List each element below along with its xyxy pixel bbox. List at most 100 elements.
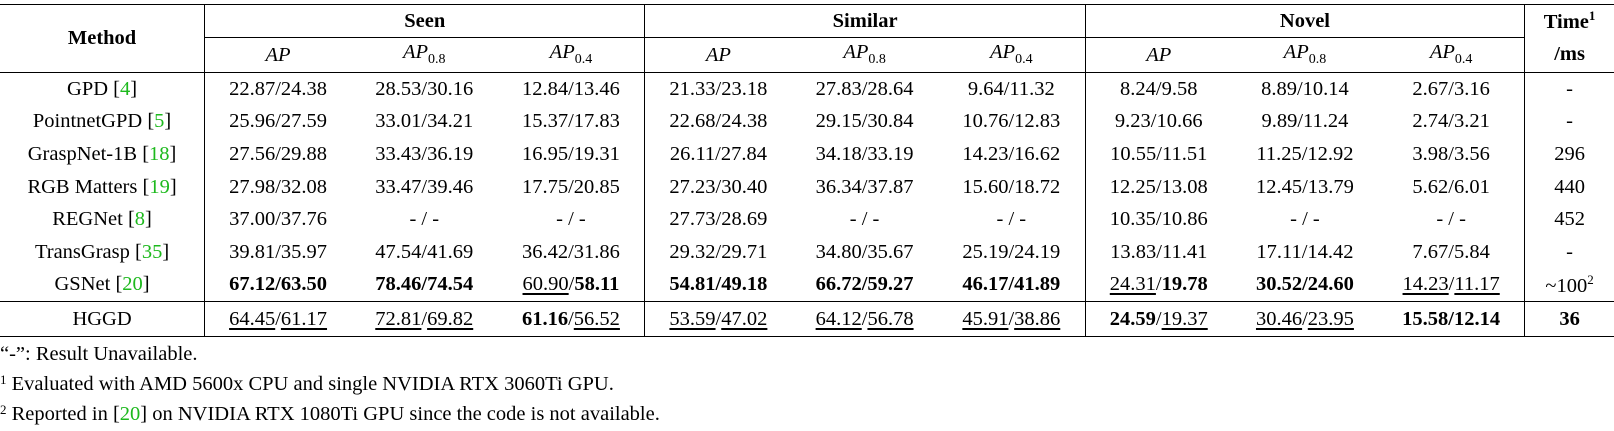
value-cell: 67.12/63.50 xyxy=(229,273,328,296)
value-cell: 5.62/6.01 xyxy=(1378,170,1526,204)
value-cell: 24.59/19.37 xyxy=(1085,301,1232,338)
value-cell: 61.16/56.52 xyxy=(497,301,646,338)
footnote-1: 1 Evaluated with AMD 5600x CPU and singl… xyxy=(0,372,614,395)
value-cell: 34.18/33.19 xyxy=(815,142,914,165)
table-row: GraspNet-1B [18] 27.56/29.88 33.43/36.19 16… xyxy=(0,138,1614,171)
value-cell: 46.17/41.89 xyxy=(937,268,1086,302)
value-cell: 25.19/24.19 xyxy=(937,235,1086,269)
method-cell: TransGrasp [35] xyxy=(0,235,206,269)
value-cell: 45.91/38.86 xyxy=(937,301,1086,338)
time-cell: 452 xyxy=(1554,208,1585,231)
value-cell: 53.59/47.02 xyxy=(644,301,792,338)
value-cell: - / - xyxy=(497,203,646,236)
value-cell: 11.25/12.92 xyxy=(1256,142,1354,165)
value-cell: 30.46/23.95 xyxy=(1231,301,1379,338)
value-cell: 17.75/20.85 xyxy=(497,170,646,204)
value-cell: - / - xyxy=(849,208,880,231)
time-cell: - xyxy=(1566,110,1573,133)
value-cell: 36.34/37.87 xyxy=(815,175,914,198)
value-cell: 3.98/3.56 xyxy=(1378,138,1526,171)
method-cell: GSNet [20] xyxy=(0,268,206,302)
time-cell: - xyxy=(1524,71,1614,106)
value-cell: 33.43/36.19 xyxy=(375,142,474,165)
value-cell: 14.23/11.17 xyxy=(1378,268,1526,302)
table-footnotes: “-”: Result Unavailable. 1 Evaluated wit… xyxy=(0,342,660,427)
method-cell: REGNet [8] xyxy=(0,203,206,236)
value-cell: 27.98/32.08 xyxy=(229,175,328,198)
value-cell: 33.47/39.46 xyxy=(375,175,474,198)
value-cell: 12.45/13.79 xyxy=(1255,175,1354,198)
time-cell: 36 xyxy=(1524,301,1614,338)
value-cell: 60.90/58.11 xyxy=(497,268,646,302)
subheader-ap08: AP0.8 xyxy=(843,41,886,68)
value-cell: 37.00/37.76 xyxy=(229,208,328,231)
value-cell: 8.89/10.14 xyxy=(1231,71,1379,106)
table-row: RGB Matters [19] 27.98/32.08 33.47/39.46 17… xyxy=(0,170,1614,204)
comparison-table: Method Seen Similar Novel Time1 AP AP0.8… xyxy=(0,4,1614,338)
table-row: REGNet [8] 37.00/37.76 - / - - / - 27.73/28.… xyxy=(0,203,1614,236)
value-cell: 10.76/12.83 xyxy=(937,105,1086,139)
value-cell: 29.15/30.84 xyxy=(815,110,914,133)
value-cell: 28.53/30.16 xyxy=(351,71,498,106)
value-cell: 24.31/19.78 xyxy=(1109,273,1208,296)
value-cell: 78.46/74.54 xyxy=(375,273,474,296)
subheader-ap04: AP0.4 xyxy=(937,37,1086,73)
value-cell: 12.25/13.08 xyxy=(1109,175,1208,198)
value-cell: 8.24/9.58 xyxy=(1085,71,1232,106)
value-cell: 30.52/24.60 xyxy=(1255,273,1354,296)
value-cell: 15.58/12.14 xyxy=(1378,301,1526,338)
subheader-ap: AP xyxy=(705,43,731,66)
col-header-time: Time1 xyxy=(1524,4,1614,38)
subheader-time-unit: /ms xyxy=(1554,43,1585,66)
method-cell: HGGD xyxy=(0,301,206,338)
value-cell: 25.96/27.59 xyxy=(229,110,328,133)
value-cell: 7.67/5.84 xyxy=(1378,235,1526,269)
col-header-similar: Similar xyxy=(644,4,1086,38)
value-cell: 22.68/24.38 xyxy=(669,110,768,133)
footnote-2: 2 Reported in [20] on NVIDIA RTX 1080Ti … xyxy=(0,402,660,425)
subheader-ap08: AP0.8 xyxy=(402,41,446,68)
value-cell: - / - xyxy=(1290,208,1320,231)
value-cell: 22.87/24.38 xyxy=(204,71,352,106)
subheader-ap04: AP0.4 xyxy=(1378,37,1526,73)
table-row-hggd: HGGD 64.45/61.17 72.81/69.82 61.16/56.52… xyxy=(0,301,1614,338)
value-cell: 15.37/17.83 xyxy=(497,105,646,139)
subheader-ap08: AP0.8 xyxy=(1283,41,1327,68)
value-cell: 29.32/29.71 xyxy=(669,240,768,263)
value-cell: 39.81/35.97 xyxy=(229,240,328,263)
value-cell: 9.23/10.66 xyxy=(1114,110,1203,133)
subheader-ap04: AP0.4 xyxy=(497,37,646,73)
value-cell: 34.80/35.67 xyxy=(815,240,914,263)
method-cell: GraspNet-1B [18] xyxy=(0,138,206,171)
value-cell: 27.56/29.88 xyxy=(229,142,328,165)
value-cell: 21.33/23.18 xyxy=(644,71,792,106)
value-cell: 2.67/3.16 xyxy=(1378,71,1526,106)
table-row: TransGrasp [35] 39.81/35.97 47.54/41.69 36.… xyxy=(0,235,1614,269)
value-cell: 17.11/14.42 xyxy=(1256,240,1354,263)
value-cell: 10.35/10.86 xyxy=(1109,208,1208,231)
value-cell: 16.95/19.31 xyxy=(497,138,646,171)
value-cell: 26.11/27.84 xyxy=(669,142,767,165)
method-cell: GPD [4] xyxy=(0,71,206,106)
value-cell: 47.54/41.69 xyxy=(375,240,474,263)
value-cell: 9.89/11.24 xyxy=(1261,110,1349,133)
time-cell: - xyxy=(1566,240,1573,263)
value-cell: 2.74/3.21 xyxy=(1378,105,1526,139)
value-cell: 27.83/28.64 xyxy=(791,71,938,106)
col-header-novel: Novel xyxy=(1085,4,1526,38)
value-cell: 14.23/16.62 xyxy=(937,138,1086,171)
table-row-gsnet: GSNet [20] 67.12/63.50 78.46/74.54 60.90… xyxy=(0,268,1614,302)
footnote-unavailable: “-”: Result Unavailable. xyxy=(0,343,198,365)
value-cell: 54.81/49.18 xyxy=(669,273,768,296)
method-cell: RGB Matters [19] xyxy=(0,170,206,204)
value-cell: 27.23/30.40 xyxy=(669,175,768,198)
value-cell: 72.81/69.82 xyxy=(351,301,498,338)
value-cell: 64.45/61.17 xyxy=(204,301,352,338)
value-cell: - / - xyxy=(1378,203,1526,236)
value-cell: 13.83/11.41 xyxy=(1110,240,1208,263)
col-header-method: Method xyxy=(0,4,206,73)
value-cell: - / - xyxy=(409,208,440,231)
table-row: GPD [4] 22.87/24.38 28.53/30.16 12.84/13.46… xyxy=(0,71,1614,106)
time-cell: ~1002 xyxy=(1545,271,1594,297)
